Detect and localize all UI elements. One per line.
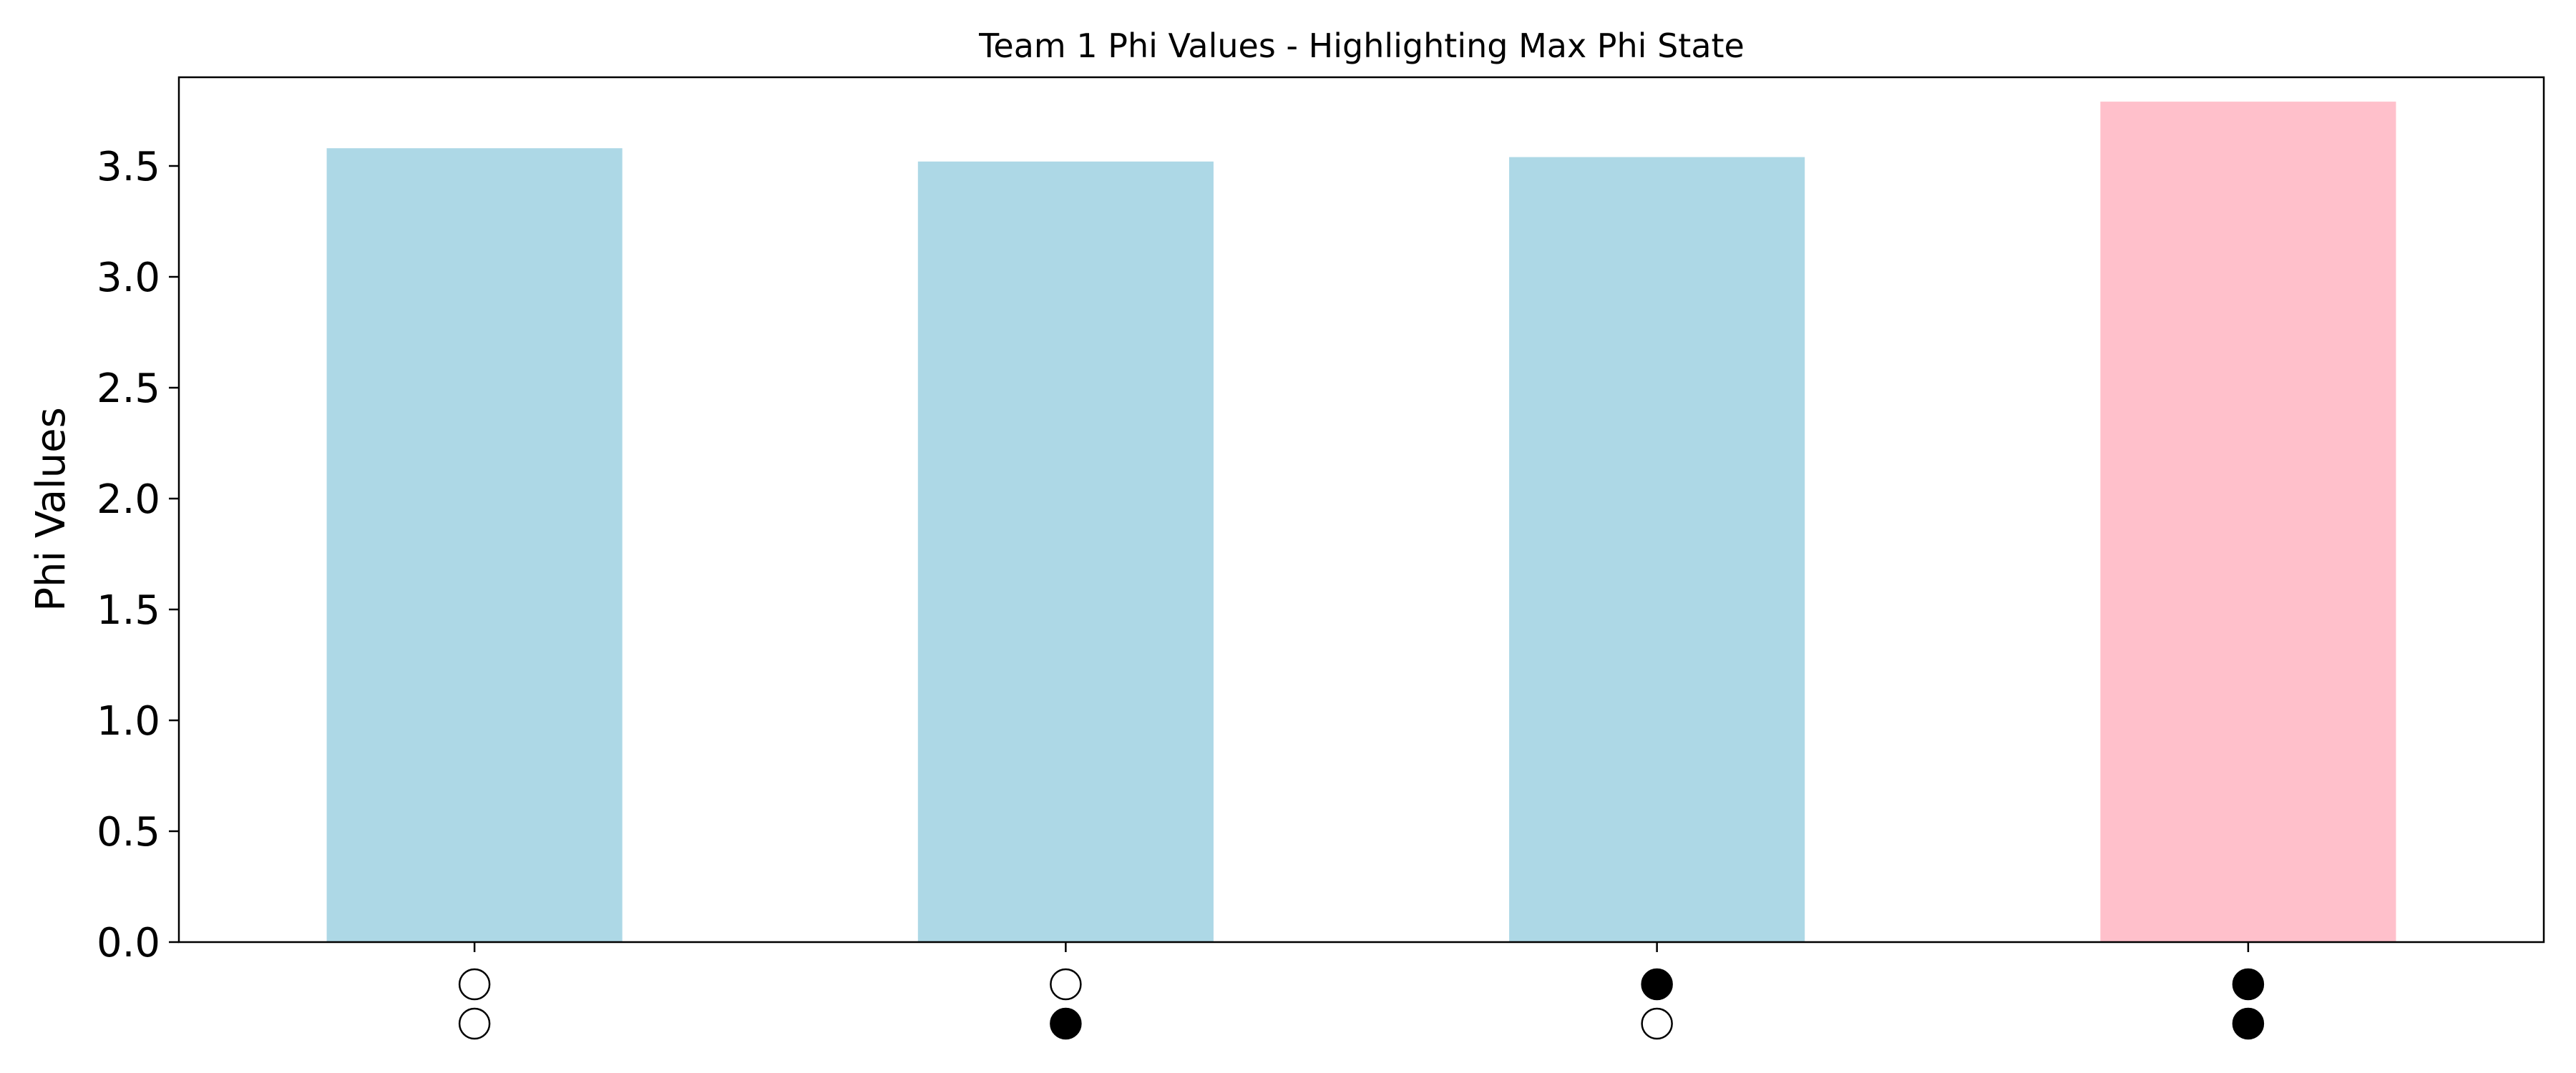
y-tick-label: 3.0 bbox=[97, 255, 160, 301]
y-tick-label: 3.5 bbox=[97, 144, 160, 190]
bar bbox=[917, 161, 1214, 942]
y-tick-label: 0.5 bbox=[97, 809, 160, 856]
y-tick-label: 1.5 bbox=[97, 587, 160, 634]
state-empty-marker bbox=[1641, 1007, 1673, 1040]
y-axis-label: Phi Values bbox=[28, 407, 74, 612]
state-empty-marker bbox=[1050, 968, 1082, 1001]
bar bbox=[1509, 157, 1805, 943]
state-filled-marker bbox=[2232, 1007, 2265, 1040]
y-tick-label: 0.0 bbox=[97, 920, 160, 966]
bar-highlight bbox=[2100, 102, 2396, 943]
state-filled-marker bbox=[1641, 968, 1673, 1001]
y-tick-label: 2.5 bbox=[97, 366, 160, 412]
bars-group bbox=[326, 102, 2396, 943]
y-tick-label: 2.0 bbox=[97, 476, 160, 523]
state-empty-marker bbox=[458, 968, 491, 1001]
state-empty-marker bbox=[458, 1007, 491, 1040]
y-axis: 0.0 0.5 1.0 1.5 2.0 2.5 3.0 3.5 bbox=[97, 144, 179, 966]
chart-title: Team 1 Phi Values - Highlighting Max Phi… bbox=[978, 26, 1745, 65]
state-filled-marker bbox=[2232, 968, 2265, 1001]
bar bbox=[326, 148, 623, 943]
state-filled-marker bbox=[1050, 1007, 1082, 1040]
y-tick-label: 1.0 bbox=[97, 698, 160, 745]
plot-frame bbox=[177, 76, 2545, 944]
x-axis bbox=[458, 942, 2265, 1040]
